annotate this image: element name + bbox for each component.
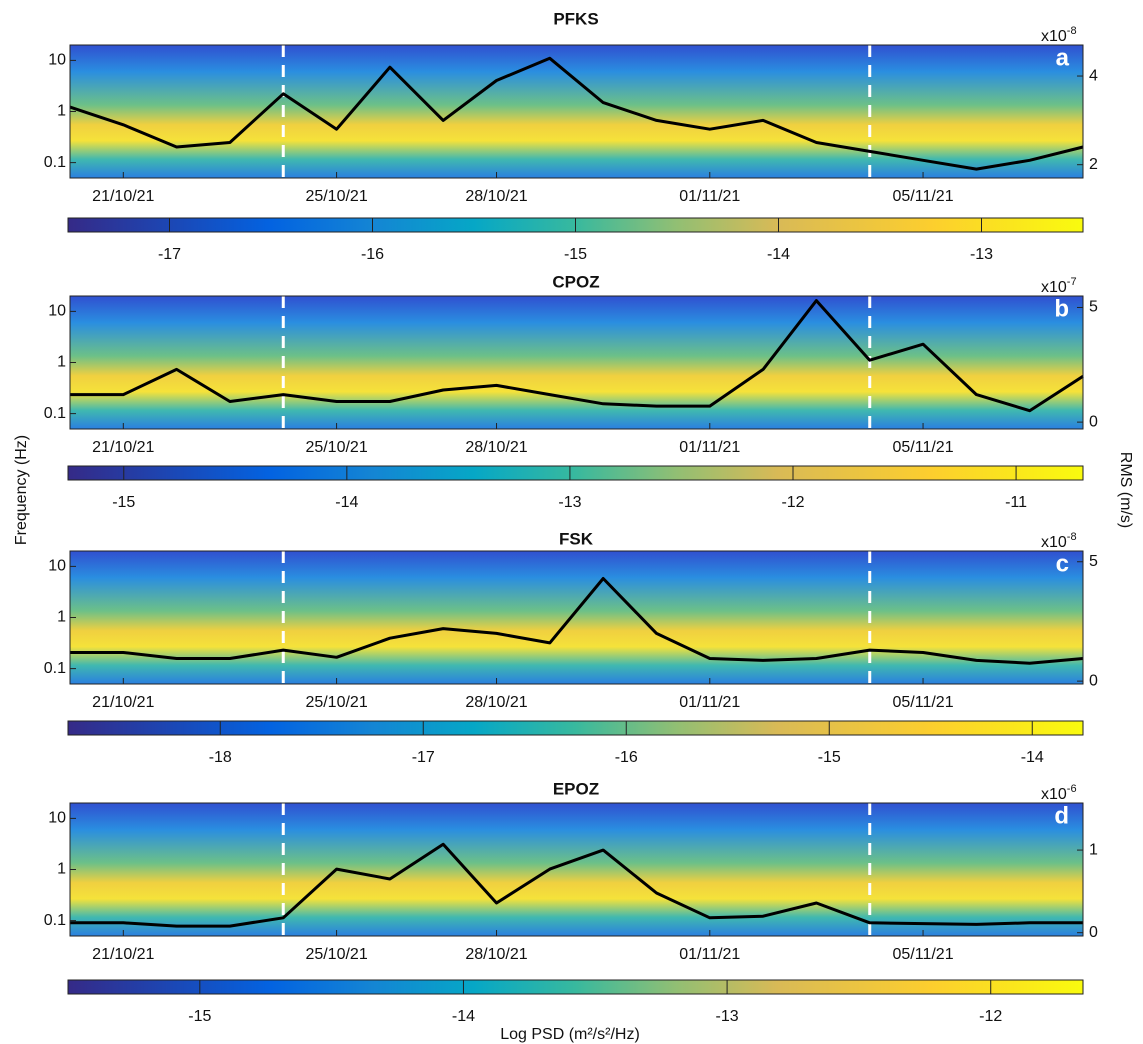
x-tick-label: 25/10/21 <box>305 188 367 205</box>
y-tick-label: 0.1 <box>44 405 66 422</box>
colorbar-tick-label: -15 <box>564 246 587 263</box>
y2-scale-base: x10 <box>1041 28 1067 45</box>
x-tick-label: 21/10/21 <box>92 946 154 963</box>
y2-tick-label: 5 <box>1089 553 1098 570</box>
x-tick-label: 25/10/21 <box>305 946 367 963</box>
x-tick-label: 01/11/21 <box>679 946 740 963</box>
panel-letter: b <box>1054 295 1069 322</box>
panel-letter: c <box>1056 550 1069 577</box>
y2-tick-label: 0 <box>1089 672 1098 689</box>
colorbar-tick-label: -14 <box>335 494 358 511</box>
x-tick-label: 25/10/21 <box>305 694 367 711</box>
colorbar-tick-label: -16 <box>615 749 638 766</box>
spectrogram <box>70 803 1083 936</box>
y-tick-label: 1 <box>57 354 66 371</box>
x-tick-label: 01/11/21 <box>679 188 740 205</box>
colorbar-tick-label: -17 <box>412 749 435 766</box>
y-tick-label: 1 <box>57 609 66 626</box>
rms-line <box>70 577 1084 665</box>
panel-title: PFKS <box>553 9 598 28</box>
y2-scale-base: x10 <box>1041 534 1067 551</box>
y-tick-label: 10 <box>48 52 66 69</box>
y2-scale-base: x10 <box>1041 279 1067 296</box>
y2-scale: x10-8 <box>1041 531 1077 551</box>
y-tick-label: 0.1 <box>44 912 66 929</box>
y2-tick-label: 2 <box>1089 156 1098 173</box>
x-tick-label: 28/10/21 <box>465 439 527 456</box>
y2-tick-label: 5 <box>1089 299 1098 316</box>
x-tick-label: 28/10/21 <box>465 694 527 711</box>
x-tick-label: 05/11/21 <box>893 694 954 711</box>
colorbar-tick-label: -17 <box>158 246 181 263</box>
y2-axis-label: RMS (m/s) <box>1117 452 1134 528</box>
y2-scale-exponent: -7 <box>1067 276 1077 288</box>
colorbar <box>67 465 1084 481</box>
colorbar-tick-label: -15 <box>188 1008 211 1025</box>
y2-tick-label: 1 <box>1089 841 1098 858</box>
y-tick-label: 10 <box>48 810 66 827</box>
rms-line <box>69 56 1084 171</box>
y-tick-label: 10 <box>48 558 66 575</box>
panel-letter: d <box>1054 802 1069 829</box>
x-tick-label: 25/10/21 <box>305 439 367 456</box>
y2-tick-label: 0 <box>1089 924 1098 941</box>
colorbar-label: Log PSD (m²/s²/Hz) <box>500 1026 640 1043</box>
y-tick-label: 1 <box>57 103 66 120</box>
y-axis-label: Frequency (Hz) <box>13 435 30 545</box>
y-tick-label: 10 <box>48 303 66 320</box>
y-tick-label: 1 <box>57 861 66 878</box>
y2-scale: x10-7 <box>1041 276 1077 296</box>
colorbar-tick-label: -14 <box>452 1008 475 1025</box>
x-tick-label: 21/10/21 <box>92 439 154 456</box>
y2-tick-label: 4 <box>1089 67 1098 84</box>
y2-scale-base: x10 <box>1041 786 1067 803</box>
spectrogram <box>70 551 1083 684</box>
spectrogram <box>70 296 1083 429</box>
x-tick-label: 01/11/21 <box>679 439 740 456</box>
colorbar-tick-label: -12 <box>781 494 804 511</box>
y2-scale-exponent: -8 <box>1067 25 1077 37</box>
panel-title: FSK <box>559 529 594 548</box>
y2-scale: x10-8 <box>1041 25 1077 45</box>
x-tick-label: 01/11/21 <box>679 694 740 711</box>
colorbar-tick-label: -18 <box>209 749 232 766</box>
colorbar-tick-label: -15 <box>112 494 135 511</box>
panel-title: CPOZ <box>552 272 599 291</box>
colorbar-tick-label: -13 <box>558 494 581 511</box>
x-tick-label: 21/10/21 <box>92 188 154 205</box>
y2-scale: x10-6 <box>1041 783 1077 803</box>
colorbar-tick-label: -15 <box>818 749 841 766</box>
colorbar <box>67 979 1084 995</box>
colorbar-tick-label: -16 <box>361 246 384 263</box>
x-tick-label: 28/10/21 <box>465 946 527 963</box>
y-tick-label: 0.1 <box>44 154 66 171</box>
colorbar-tick-label: -11 <box>1005 494 1027 511</box>
y2-tick-label: 0 <box>1089 413 1098 430</box>
x-tick-label: 05/11/21 <box>893 439 954 456</box>
colorbar-tick-label: -13 <box>970 246 993 263</box>
panel-title: EPOZ <box>553 779 599 798</box>
rms-line <box>70 299 1084 413</box>
spectrogram <box>70 45 1083 178</box>
rms-line <box>70 842 1083 928</box>
x-tick-label: 05/11/21 <box>893 946 954 963</box>
colorbar-tick-label: -13 <box>716 1008 739 1025</box>
colorbar-tick-label: -14 <box>1021 749 1044 766</box>
x-tick-label: 28/10/21 <box>465 188 527 205</box>
colorbar-tick-label: -12 <box>979 1008 1002 1025</box>
panel-letter: a <box>1056 44 1070 71</box>
y-tick-label: 0.1 <box>44 660 66 677</box>
x-tick-label: 05/11/21 <box>893 188 954 205</box>
colorbar-tick-label: -14 <box>767 246 790 263</box>
x-tick-label: 21/10/21 <box>92 694 154 711</box>
y2-scale-exponent: -6 <box>1067 783 1077 795</box>
y2-scale-exponent: -8 <box>1067 531 1077 543</box>
